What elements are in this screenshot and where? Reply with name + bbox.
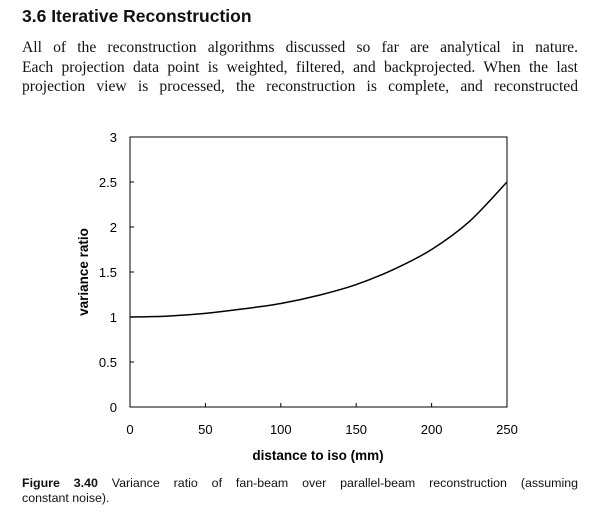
paragraph-line: projection view is processed, the recons…: [22, 78, 578, 95]
x-tick-label: 100: [270, 422, 292, 437]
y-tick-label: 2.5: [99, 175, 117, 190]
x-tick-label: 200: [421, 422, 443, 437]
x-tick-label: 50: [198, 422, 212, 437]
y-tick-label: 1.5: [99, 265, 117, 280]
x-tick-label: 150: [345, 422, 367, 437]
paragraph-line: All of the reconstruction algorithms dis…: [22, 39, 578, 56]
paragraph-line: Each projection data point is weighted, …: [22, 58, 578, 76]
plot-area-frame: [129, 136, 508, 408]
x-axis: 0 50 100 150 200 250: [126, 403, 518, 437]
body-paragraph: All of the reconstruction algorithms dis…: [22, 38, 578, 97]
y-tick-label: 3: [110, 130, 117, 145]
caption-line: constant noise).: [22, 491, 110, 505]
series-line: [129, 181, 508, 318]
y-axis-label: variance ratio: [76, 228, 91, 316]
figure-caption: Figure 3.40 Variance ratio of fan-beam o…: [22, 476, 578, 506]
section-heading: 3.6 Iterative Reconstruction: [22, 6, 252, 26]
x-axis-label: distance to iso (mm): [252, 448, 383, 463]
x-tick-label: 250: [496, 422, 518, 437]
figure-label: Figure 3.40: [22, 476, 98, 490]
y-tick-label: 2: [110, 220, 117, 235]
caption-line: Figure 3.40 Variance ratio of fan-beam o…: [22, 476, 578, 491]
y-axis: 0 0.5 1 1.5 2 2.5 3: [99, 130, 134, 415]
y-tick-label: 0.5: [99, 355, 117, 370]
caption-text: Variance ratio of fan-beam over parallel…: [97, 476, 579, 490]
x-tick-label: 0: [126, 422, 133, 437]
y-tick-label: 0: [110, 400, 117, 415]
y-tick-label: 1: [110, 310, 117, 325]
